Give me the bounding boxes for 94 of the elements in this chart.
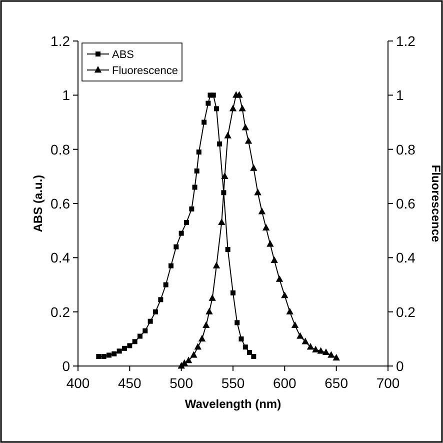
point [242, 344, 248, 350]
point [189, 206, 194, 212]
x-tick-label: 550 [221, 375, 245, 391]
point [296, 332, 304, 339]
point [229, 104, 237, 112]
point [214, 106, 219, 112]
point [262, 224, 270, 230]
point [142, 328, 148, 334]
point [212, 262, 220, 268]
point [178, 230, 184, 236]
y2-tick-label: 0.8 [396, 141, 416, 158]
x-tick-label: 600 [272, 375, 297, 391]
point [153, 309, 158, 314]
point [101, 354, 106, 360]
y-tick-label: 0.2 [50, 304, 70, 320]
point [291, 321, 299, 328]
point [138, 334, 142, 339]
y2-axis-title: Fluorescence [429, 164, 443, 243]
point [190, 351, 198, 358]
point [266, 240, 274, 247]
point [234, 320, 240, 326]
point [163, 282, 168, 288]
point [317, 347, 324, 354]
point [221, 172, 228, 180]
point [194, 168, 200, 174]
x-axis-title: Wavelength (nm) [184, 397, 282, 411]
y-tick-label: 1 [62, 87, 70, 104]
point [210, 92, 216, 98]
point [127, 343, 132, 348]
point [254, 188, 262, 196]
point [206, 308, 213, 314]
point [247, 350, 252, 355]
point [306, 343, 314, 350]
point [238, 104, 246, 112]
point [322, 348, 330, 356]
y2-tick-label: 1.2 [396, 33, 416, 49]
point [174, 244, 179, 250]
x-tick-label: 500 [170, 375, 194, 391]
point [244, 137, 252, 144]
point [281, 292, 288, 298]
y-tick-label: 1.2 [50, 33, 70, 49]
point [251, 354, 256, 360]
legend-label: ABS [112, 49, 134, 61]
x-tick-label: 650 [324, 375, 348, 391]
y2-tick-label: 0.4 [396, 250, 416, 266]
legend-label: Fluorescence [112, 65, 178, 77]
point [286, 308, 294, 314]
y2-tick-label: 0 [396, 358, 404, 374]
point [258, 208, 266, 214]
y2-tick-label: 0.6 [396, 196, 416, 212]
point [328, 351, 335, 358]
point [96, 354, 102, 360]
point [202, 120, 207, 125]
point [242, 124, 249, 130]
point [312, 346, 320, 352]
y2-tick-label: 0.2 [396, 304, 416, 320]
point [158, 297, 164, 302]
point [122, 346, 127, 351]
y-tick-label: 0 [62, 358, 70, 374]
point [112, 351, 117, 356]
point [208, 294, 216, 301]
point [225, 247, 230, 252]
point [302, 338, 309, 344]
x-tick-label: 450 [118, 375, 142, 391]
y-tick-label: 0.4 [50, 250, 70, 266]
point [236, 91, 243, 98]
point [250, 164, 258, 171]
point [230, 290, 236, 296]
point [218, 218, 226, 226]
point [276, 275, 284, 282]
point [148, 318, 153, 324]
x-tick-label: 700 [376, 375, 400, 391]
point [168, 263, 174, 268]
point [192, 184, 198, 190]
point [116, 348, 122, 354]
point [270, 256, 278, 263]
point [184, 220, 189, 225]
point [196, 150, 202, 155]
point [206, 100, 211, 106]
y-tick-label: 0.6 [50, 196, 70, 212]
point [184, 356, 192, 364]
point [132, 339, 138, 344]
point [238, 336, 244, 342]
point [217, 141, 222, 146]
point [106, 352, 112, 358]
y-axis-title: ABS (a.u.) [31, 174, 45, 232]
point [198, 334, 206, 342]
point [332, 354, 340, 360]
point [194, 343, 202, 350]
x-tick-label: 400 [66, 375, 90, 391]
y-tick-label: 0.8 [50, 141, 70, 158]
point [202, 321, 210, 328]
y2-tick-label: 1 [396, 87, 404, 104]
point [224, 132, 232, 138]
